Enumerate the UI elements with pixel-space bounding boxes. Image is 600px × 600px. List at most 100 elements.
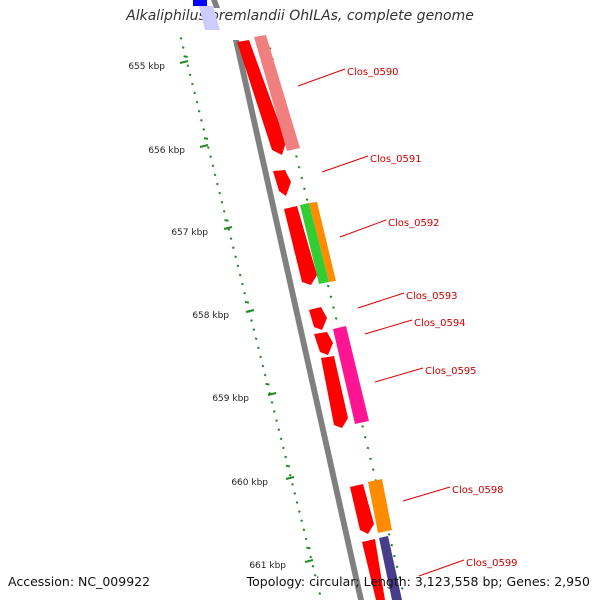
kbp-label: 660 kbp [231,478,268,488]
outer-tick [300,176,304,180]
gc-tick [216,182,219,186]
outer-tick [326,284,330,288]
gc-tick [224,219,229,222]
gc-tick [188,73,192,77]
kbp-major-tick [304,559,314,563]
gc-tick [183,55,188,58]
blast-hit-green [300,203,329,284]
blast-hit-navy [379,536,402,600]
outer-tick [297,165,301,169]
cds-clos-0590 [237,40,286,155]
blast-hit-magenta [333,326,369,424]
gc-tick [282,446,285,450]
blast-hit-orange [309,202,336,282]
outer-tick [400,587,404,590]
gene-label[interactable]: Clos_0598 [452,485,504,496]
outer-tick [398,576,402,579]
gc-tick [316,583,319,586]
outer-tick [387,533,391,536]
gc-tick [238,273,242,277]
gene-label[interactable]: Clos_0594 [414,318,466,329]
gc-tick [275,419,278,422]
gc-tick [236,264,240,268]
gene-leader-line [374,367,424,383]
cds-clos-0591 [273,170,291,196]
gene-label[interactable]: Clos_0595 [425,366,477,377]
gc-tick [200,118,203,122]
genome-backbone [233,40,364,600]
gc-tick [195,100,199,104]
gc-tick [243,291,247,295]
gene-leader-line [297,68,346,87]
outer-tick [295,155,298,158]
outer-tick [369,457,372,461]
gc-tick [279,437,283,441]
top-blue-feature [193,0,207,6]
gc-tick [197,109,201,113]
gc-tick [288,473,292,477]
gc-tick [261,364,265,368]
gc-tick [300,519,303,523]
gene-leader-line [418,559,465,577]
gc-tick [291,482,294,486]
gc-tick [306,546,311,550]
gc-tick [250,319,253,322]
gc-tick [302,528,306,532]
gene-label[interactable]: Clos_0591 [370,154,422,165]
gc-tick [220,200,224,204]
gene-label[interactable]: Clos_0592 [388,218,440,229]
gc-tick [229,237,233,240]
outer-tick [392,554,396,558]
gene-leader-line [402,486,451,502]
gc-tick [254,337,258,341]
kbp-major-tick [245,309,255,313]
cds-clos-0595 [321,356,348,428]
cds-clos-0594 [314,332,333,355]
gc-tick [227,228,231,231]
gc-tick [206,146,210,149]
gc-tick [186,64,190,68]
outer-tick [361,425,364,428]
outer-tick [390,543,394,547]
gc-tick [213,173,217,177]
outer-tick [329,295,333,299]
gc-tick [256,346,260,350]
gc-tick [285,464,291,468]
outer-tick [371,468,375,471]
gc-tick [241,282,244,286]
gc-tick [234,255,237,259]
gc-tick [313,573,317,577]
genome-summary-text: Topology: circular; Length: 3,123,558 bp… [246,574,590,589]
gene-label[interactable]: Clos_0593 [406,291,458,302]
gc-tick [295,501,299,504]
gc-tick [309,555,313,559]
kbp-label: 659 kbp [212,394,249,404]
gene-leader-line [321,155,369,173]
gc-tick [277,428,281,432]
gc-tick [211,164,215,168]
kbp-major-tick [285,476,295,480]
gene-leader-line [357,292,405,309]
cds-clos-0598 [350,484,374,534]
genome-backbone-top [211,0,220,8]
outer-tick [334,317,338,320]
gene-label[interactable]: Clos_0599 [466,558,518,569]
kbp-major-tick [267,392,277,396]
cds-clos-0592 [284,206,317,285]
gc-tick [311,564,315,568]
gc-tick [231,246,235,250]
gc-tick [265,382,270,386]
gc-tick [284,455,288,459]
gene-label[interactable]: Clos_0590 [347,67,399,78]
blast-hit-orange-2 [368,479,392,533]
gc-tick [304,537,308,541]
gc-tick [222,209,226,213]
kbp-major-tick [199,144,209,148]
kbp-label: 661 kbp [249,561,286,571]
outer-tick [305,198,309,201]
gc-tick [191,82,194,86]
gc-tick [203,137,209,140]
gc-tick [193,91,197,95]
outer-tick [363,435,367,439]
